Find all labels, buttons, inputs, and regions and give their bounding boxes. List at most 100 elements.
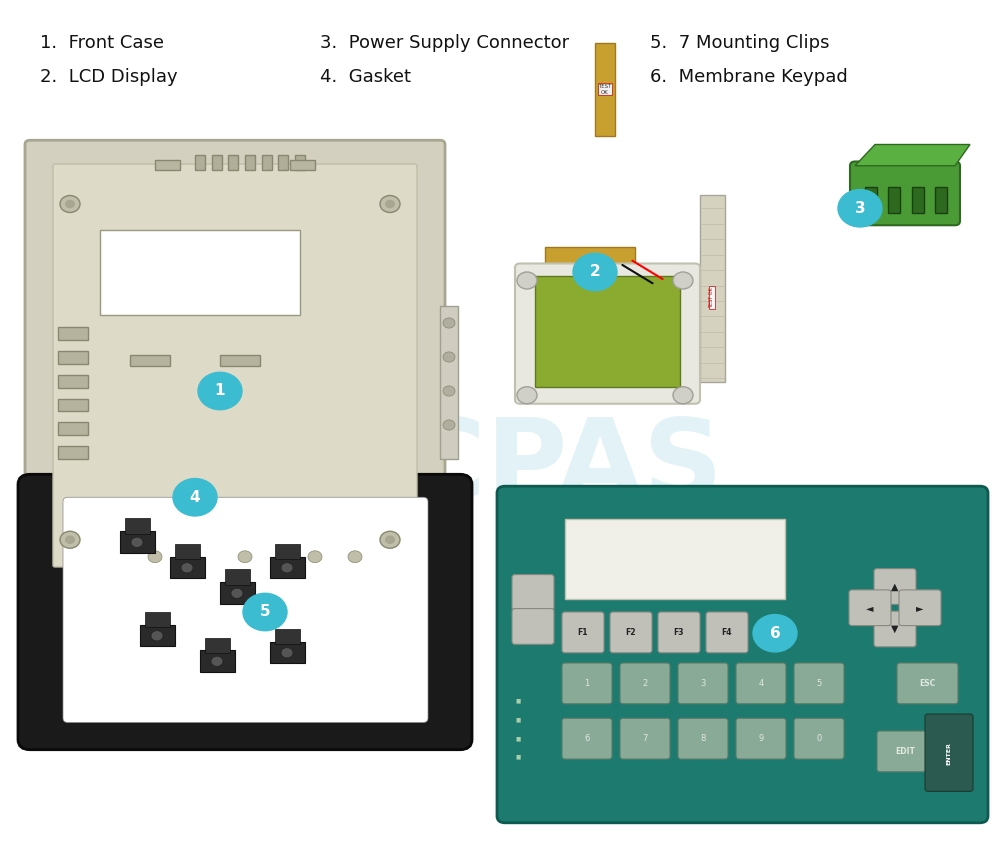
FancyBboxPatch shape xyxy=(850,162,960,225)
Text: 9: 9 xyxy=(758,734,764,743)
Circle shape xyxy=(60,531,80,548)
Bar xyxy=(58,327,88,340)
Bar xyxy=(58,351,88,364)
FancyBboxPatch shape xyxy=(736,663,786,704)
Bar xyxy=(58,446,88,459)
Circle shape xyxy=(443,420,455,430)
Text: 6.  Membrane Keypad: 6. Membrane Keypad xyxy=(650,67,848,86)
Text: 6: 6 xyxy=(584,734,590,743)
Circle shape xyxy=(148,551,162,563)
Text: 3: 3 xyxy=(700,679,706,688)
Bar xyxy=(275,629,300,644)
Bar xyxy=(270,642,305,663)
Circle shape xyxy=(231,588,243,598)
FancyBboxPatch shape xyxy=(678,663,728,704)
Bar xyxy=(545,246,635,298)
Text: ESC: ESC xyxy=(919,679,935,688)
FancyBboxPatch shape xyxy=(706,612,748,653)
Bar xyxy=(220,355,260,366)
Text: 5.  7 Mounting Clips: 5. 7 Mounting Clips xyxy=(650,33,830,52)
Circle shape xyxy=(517,272,537,289)
Text: 8: 8 xyxy=(700,734,706,743)
Text: 2: 2 xyxy=(642,679,648,688)
FancyBboxPatch shape xyxy=(497,486,988,823)
Circle shape xyxy=(65,536,75,544)
Bar xyxy=(58,375,88,388)
Circle shape xyxy=(348,551,362,563)
Text: 5: 5 xyxy=(260,604,270,620)
Circle shape xyxy=(573,253,617,291)
Text: ENTER: ENTER xyxy=(946,742,952,764)
Bar xyxy=(120,531,155,552)
FancyBboxPatch shape xyxy=(874,611,916,647)
FancyBboxPatch shape xyxy=(63,497,428,722)
Text: 1: 1 xyxy=(215,383,225,399)
FancyBboxPatch shape xyxy=(100,230,300,314)
Text: 6: 6 xyxy=(770,626,780,641)
Bar xyxy=(170,557,205,578)
Text: 0: 0 xyxy=(816,734,822,743)
Circle shape xyxy=(673,387,693,404)
FancyBboxPatch shape xyxy=(897,663,958,704)
Text: 7: 7 xyxy=(642,734,648,743)
FancyBboxPatch shape xyxy=(874,569,916,604)
Bar xyxy=(865,187,877,212)
Circle shape xyxy=(131,537,143,547)
Circle shape xyxy=(385,200,395,208)
Circle shape xyxy=(380,196,400,212)
Bar xyxy=(195,155,205,170)
Text: 1.  Front Case: 1. Front Case xyxy=(40,33,164,52)
Circle shape xyxy=(198,372,242,410)
Circle shape xyxy=(385,536,395,544)
Circle shape xyxy=(281,648,293,658)
Circle shape xyxy=(65,200,75,208)
FancyBboxPatch shape xyxy=(18,474,472,750)
Text: 4.  Gasket: 4. Gasket xyxy=(320,67,411,86)
Text: F3: F3 xyxy=(674,628,684,637)
Bar xyxy=(290,160,315,170)
Bar xyxy=(888,187,900,212)
Circle shape xyxy=(281,563,293,573)
FancyBboxPatch shape xyxy=(562,718,612,759)
FancyBboxPatch shape xyxy=(512,575,554,610)
FancyBboxPatch shape xyxy=(925,714,973,791)
Circle shape xyxy=(753,615,797,652)
Bar xyxy=(262,155,272,170)
FancyBboxPatch shape xyxy=(736,718,786,759)
Text: EDIT: EDIT xyxy=(895,747,915,756)
FancyBboxPatch shape xyxy=(794,718,844,759)
Text: 2.  LCD Display: 2. LCD Display xyxy=(40,67,178,86)
Circle shape xyxy=(181,563,193,573)
Text: TEST
OK: TEST OK xyxy=(598,84,612,94)
FancyBboxPatch shape xyxy=(658,612,700,653)
FancyBboxPatch shape xyxy=(877,731,933,772)
Text: 1: 1 xyxy=(584,679,590,688)
Text: ▼: ▼ xyxy=(891,624,899,634)
Bar xyxy=(565,518,785,599)
Bar xyxy=(175,544,200,559)
Circle shape xyxy=(211,656,223,666)
Bar xyxy=(700,196,725,382)
Bar xyxy=(275,544,300,559)
Bar xyxy=(125,518,150,534)
FancyBboxPatch shape xyxy=(25,140,445,591)
Text: 5: 5 xyxy=(816,679,822,688)
Bar xyxy=(228,155,238,170)
Bar xyxy=(130,355,170,366)
Bar xyxy=(212,155,222,170)
FancyBboxPatch shape xyxy=(620,718,670,759)
Circle shape xyxy=(838,190,882,227)
Bar xyxy=(205,638,230,653)
Text: F4: F4 xyxy=(722,628,732,637)
Bar xyxy=(220,582,255,603)
Circle shape xyxy=(151,631,163,641)
Bar xyxy=(155,160,180,170)
Text: F1: F1 xyxy=(578,628,588,637)
FancyBboxPatch shape xyxy=(562,612,604,653)
Bar xyxy=(278,155,288,170)
FancyBboxPatch shape xyxy=(849,590,891,626)
Text: 2: 2 xyxy=(590,264,600,280)
Bar xyxy=(145,612,170,627)
FancyBboxPatch shape xyxy=(515,264,700,404)
Circle shape xyxy=(443,352,455,362)
